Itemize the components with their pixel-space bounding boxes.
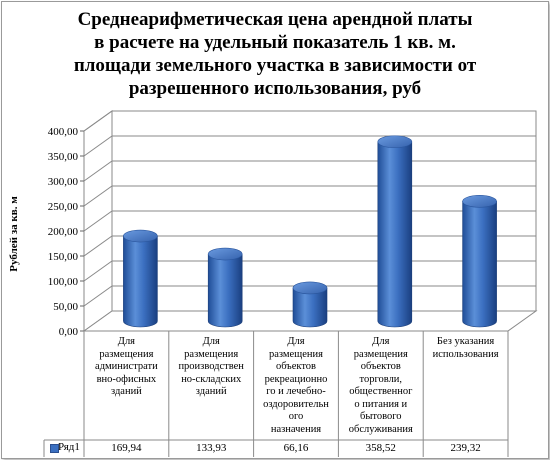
category-label-line: объектов bbox=[275, 361, 317, 372]
y-tick-label: 350,00 bbox=[48, 151, 79, 163]
category-label-line: бытового bbox=[360, 411, 402, 422]
category-label-line: торговли, bbox=[359, 373, 403, 385]
category-label-line: вно-офисных bbox=[96, 373, 157, 385]
category-label-line: общественног bbox=[349, 386, 413, 397]
category-label-line: Для bbox=[202, 336, 220, 347]
category-label-line: использования bbox=[432, 348, 499, 360]
category-label-line: производствен bbox=[178, 361, 244, 372]
category-label: Для размещения объектов рекреационно го и ле… bbox=[255, 336, 338, 436]
category-label-line: объектов bbox=[360, 361, 401, 372]
bar bbox=[462, 195, 497, 328]
chart-title-line-2: в расчете на удельный показатель 1 кв. м… bbox=[94, 32, 456, 53]
category-label-line: размещения bbox=[268, 348, 323, 360]
data-table-value: 169,94 bbox=[111, 442, 142, 454]
category-label-line: рекреационно bbox=[264, 373, 328, 385]
category-label-line: назначения bbox=[270, 423, 322, 435]
data-table-value: 133,93 bbox=[196, 442, 227, 454]
category-label-line: но-складских bbox=[181, 373, 242, 385]
category-label: Без указания использования bbox=[424, 336, 507, 361]
category-label-line: обслуживания bbox=[348, 423, 413, 435]
category-label-line: Для bbox=[287, 336, 305, 347]
gridline bbox=[83, 110, 536, 132]
category-label-line: Для bbox=[117, 336, 136, 347]
category-label: Для размещения производствен но-складских зд… bbox=[170, 336, 253, 399]
chart-title-line-1: Среднеарифметическая цена арендной платы bbox=[77, 9, 473, 30]
y-tick-label: 200,00 bbox=[48, 226, 79, 238]
category-label-line: размещения bbox=[184, 348, 239, 360]
data-table-value: 358,52 bbox=[365, 442, 396, 454]
category-label-line: оздоровительн bbox=[263, 398, 329, 410]
bar bbox=[123, 229, 158, 328]
data-table-value: 239,32 bbox=[450, 442, 481, 454]
y-tick-label: 0,00 bbox=[59, 326, 79, 338]
category-label-line: Для bbox=[372, 336, 390, 347]
category-label-line: администрати bbox=[95, 361, 158, 372]
category-label-line: размещения bbox=[99, 348, 154, 360]
bar bbox=[377, 135, 413, 328]
legend-key-series-1 bbox=[50, 444, 59, 453]
category-label-line: зданий bbox=[195, 386, 227, 397]
y-tick-label: 100,00 bbox=[48, 276, 79, 288]
y-tick-label: 300,00 bbox=[48, 176, 79, 188]
chart-title-line-4: разрешенного использования, руб bbox=[128, 78, 422, 99]
category-label-line: зданий bbox=[110, 386, 142, 397]
chart-title: Среднеарифметическая цена арендной платы… bbox=[0, 8, 550, 100]
y-axis-label: Рублей за кв. м bbox=[8, 196, 20, 272]
bar bbox=[207, 247, 243, 328]
category-label-line: о питания и bbox=[354, 398, 408, 410]
bar bbox=[292, 281, 328, 328]
category-label-line: ого bbox=[288, 411, 304, 422]
chart-title-line-3: площади земельного участка в зависимости… bbox=[73, 55, 477, 76]
legend-label-series-1: Ряд1 bbox=[58, 441, 80, 453]
y-tick-label: 250,00 bbox=[48, 201, 79, 213]
y-tick-label: 150,00 bbox=[48, 251, 79, 263]
category-label-line: Без указания bbox=[436, 336, 495, 347]
data-table-value: 66,16 bbox=[283, 442, 309, 454]
category-label: Для размещения администрати вно-офисных здан… bbox=[85, 336, 168, 399]
y-tick-label: 50,00 bbox=[53, 301, 78, 313]
category-label-line: размещения bbox=[353, 348, 408, 360]
category-label-line: го и лечебно- bbox=[266, 386, 326, 397]
category-label: Для размещения объектов торговли, общественн… bbox=[339, 336, 422, 436]
y-tick-label: 400,00 bbox=[48, 126, 79, 138]
